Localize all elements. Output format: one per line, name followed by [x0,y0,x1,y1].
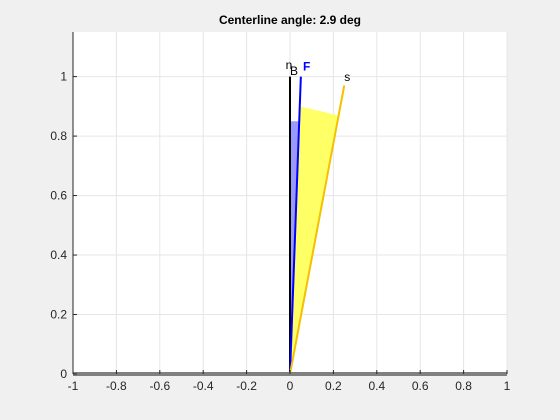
x-tick-label-9: 0.8 [455,379,472,393]
x-tick-label-6: 0.2 [325,379,342,393]
y-tick-label-5: 1 [60,70,67,84]
y-tick-label-0: 0 [60,367,67,381]
annotation-s: s [344,70,350,84]
y-tick-label-1: 0.2 [50,308,67,322]
x-tick-label-8: 0.6 [412,379,429,393]
x-tick-label-5: 0 [287,379,294,393]
annotation-F: F [303,60,310,74]
x-tick-label-7: 0.4 [368,379,385,393]
x-tick-label-10: 1 [504,379,511,393]
chart-title: Centerline angle: 2.9 deg [219,13,361,27]
x-tick-label-4: -0.2 [236,379,257,393]
x-tick-label-3: -0.4 [193,379,214,393]
x-tick-label-1: -0.8 [106,379,127,393]
y-tick-label-3: 0.6 [50,189,67,203]
annotation-B: B [290,64,298,78]
x-tick-label-2: -0.6 [149,379,170,393]
x-tick-label-0: -1 [68,379,79,393]
y-tick-label-4: 0.8 [50,129,67,143]
y-tick-label-2: 0.4 [50,248,67,262]
